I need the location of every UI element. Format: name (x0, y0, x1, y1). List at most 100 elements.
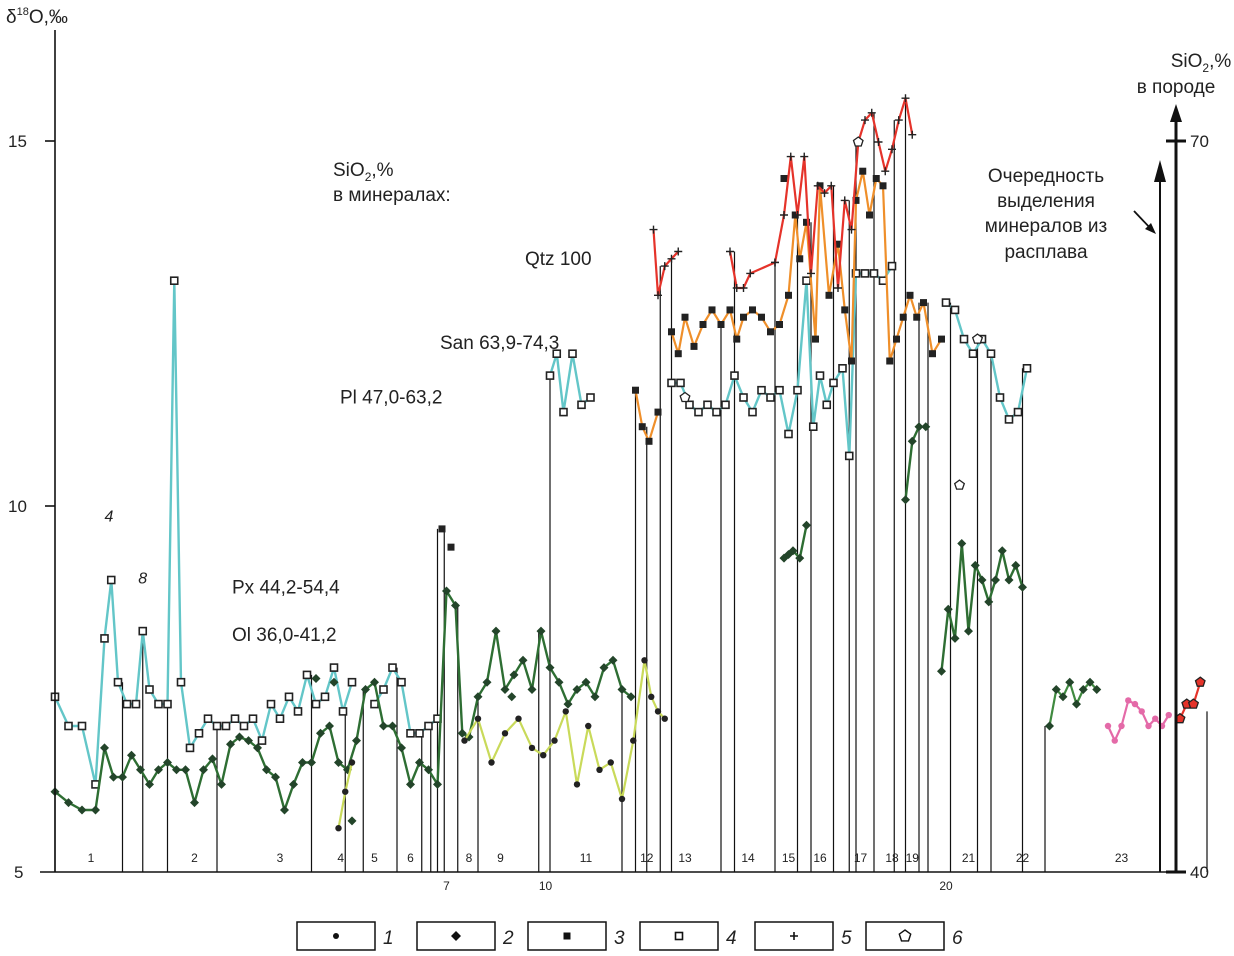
series-ol-point-0-48-shape (492, 627, 501, 636)
series-san-point-1-26 (866, 212, 873, 219)
legend-item-6: 6 (866, 922, 963, 950)
series-ol23-point-0-3-shape (1065, 678, 1074, 687)
series-px-point-1-13-shape (619, 796, 625, 802)
series-san-point-1-6 (718, 321, 725, 328)
series-pl-point-3-12-shape (776, 387, 783, 394)
series-san-point-1-29-shape (886, 358, 893, 365)
series-san-point-1-34 (920, 299, 927, 306)
sample-label-23: 23 (1115, 851, 1129, 865)
series-ol-point-0-36 (388, 722, 397, 731)
legend-label-3: 3 (614, 928, 625, 949)
series-pl-point-0-8 (133, 701, 140, 708)
series-px-point-1-4-shape (515, 716, 521, 722)
series-qtz-line-0 (654, 230, 679, 296)
series-pl-point-0-1-shape (65, 723, 72, 730)
series-pl-point-0-27-shape (295, 708, 302, 715)
series-ol-point-0-3 (91, 805, 100, 814)
series-red23-point-0-3 (1196, 677, 1206, 686)
series-san-point-1-16-shape (796, 255, 803, 262)
series-pl-point-0-4-shape (101, 635, 108, 642)
sample-label-6: 6 (407, 851, 414, 865)
series-pl-point-4-3 (970, 350, 977, 357)
series-san-point-1-22 (841, 306, 848, 313)
series-san-point-1-3-shape (691, 343, 698, 350)
series-san-point-1-20 (826, 292, 833, 299)
series-qtz-point-2-9 (834, 284, 842, 292)
series-pl-point-0-33-shape (349, 679, 356, 686)
series-pl-line-3 (672, 266, 893, 456)
series-px-point-1-3 (502, 730, 508, 736)
series-san-point-1-10 (749, 306, 756, 313)
series-san-point-1-11-shape (758, 314, 765, 321)
legend-item-5: 5 (755, 922, 852, 950)
series-pink-point-0-4 (1132, 701, 1138, 707)
series-qtz-point-2-16 (881, 167, 889, 175)
series-san-point-1-16 (796, 255, 803, 262)
legend-marker-dot (333, 933, 339, 939)
series-pl-point-0-1 (65, 723, 72, 730)
series-san-point-1-22-shape (841, 306, 848, 313)
order-label-3: минералов из (985, 216, 1107, 237)
series-pl-point-0-7 (124, 701, 131, 708)
minerals-header-line1: SiO2,% (333, 160, 394, 184)
series-pl-point-0-11-shape (155, 701, 162, 708)
series-ol-point-1-4-shape (802, 521, 811, 530)
series-ol-point-2-1 (908, 437, 917, 446)
series-ol-point-0-14-shape (190, 798, 199, 807)
series-pl-point-3-3-shape (695, 409, 702, 416)
right-tick-label-70: 70 (1190, 132, 1209, 151)
series-san-point-1-11 (758, 314, 765, 321)
series-san-point-0-0 (632, 387, 639, 394)
series-pl-point-0-32 (340, 708, 347, 715)
series-pl-point-4-6 (997, 394, 1004, 401)
series-ol-point-3-6 (978, 576, 987, 585)
series-pl-point-3-18-shape (823, 401, 830, 408)
sample-label-3: 3 (277, 851, 284, 865)
series-px-point-1-11 (596, 767, 602, 773)
series-pink-point-0-0-shape (1105, 723, 1111, 729)
series-pl-point-3-11 (767, 394, 774, 401)
series-pink-point-0-1-shape (1112, 737, 1118, 743)
series-pl-point-3-2-shape (686, 401, 693, 408)
series-qtz-point-2-4 (800, 153, 808, 161)
series-san-point-1-23-shape (848, 358, 855, 365)
series-pl-point-0-19-shape (223, 723, 230, 730)
series-pink-point-0-4-shape (1132, 701, 1138, 707)
series-pl-point-0-9-shape (139, 628, 146, 635)
series-ol_pts-point-3-0-shape (507, 692, 516, 701)
series-red23-line-0 (1180, 682, 1200, 719)
series-ol-point-0-2 (78, 805, 87, 814)
series-san-point-0-2 (646, 438, 653, 445)
series-pl-point-3-6-shape (722, 401, 729, 408)
series-qtz-point-2-15 (875, 138, 883, 146)
series-qtz-point-1-0-shape (726, 248, 734, 256)
series-px-point-1-0-shape (461, 737, 467, 743)
series-ol-point-0-4 (100, 743, 109, 752)
series-san-point-1-8 (733, 336, 740, 343)
series-san-point-1-23 (848, 358, 855, 365)
series-ol-point-0-52 (528, 685, 537, 694)
series-ol-point-2-0 (901, 495, 910, 504)
series-san-point-1-25 (859, 168, 866, 175)
series-pl-point-3-9-shape (749, 409, 756, 416)
series-pl-point-3-1 (677, 379, 684, 386)
series-san-point-1-10-shape (749, 306, 756, 313)
series-px-point-1-13 (619, 796, 625, 802)
series-pl-point-1-2-shape (389, 664, 396, 671)
series-qtz-point-2-2 (787, 153, 795, 161)
series-ol-point-3-0 (937, 667, 946, 676)
series-pent-point-0-0-shape (680, 393, 690, 402)
series-ol-point-2-1-shape (908, 437, 917, 446)
series-qtz-point-2-20-shape (908, 131, 916, 139)
series-qtz-point-2-5-shape (807, 269, 815, 277)
legend-marker-hollow-square (676, 933, 683, 940)
series-ol-point-3-11-shape (1011, 561, 1020, 570)
series-san-point-1-1 (675, 350, 682, 357)
series-ol_pts2-point-0-0 (439, 525, 446, 532)
sample-label-7: 7 (443, 879, 450, 893)
series-ol-point-0-5-shape (109, 773, 118, 782)
series-px-point-0-0-shape (335, 825, 341, 831)
series-pl-point-0-21-shape (241, 723, 248, 730)
series-pent-point-0-0 (680, 393, 690, 402)
series-ol-point-0-4-shape (100, 743, 109, 752)
